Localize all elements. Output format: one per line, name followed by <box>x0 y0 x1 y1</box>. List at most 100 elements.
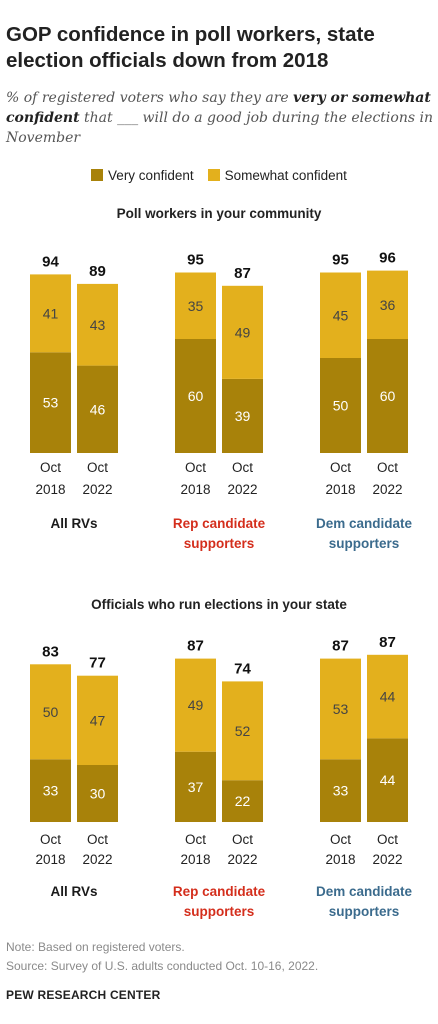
x-tick-label-year: 2018 <box>325 852 355 867</box>
value-label-very: 39 <box>235 408 251 424</box>
x-tick-label-month: Oct <box>87 460 108 475</box>
value-label-somewhat: 52 <box>235 723 251 739</box>
total-label: 87 <box>187 638 204 655</box>
bar-very-segment <box>222 780 263 822</box>
x-tick-label-month: Oct <box>40 460 61 475</box>
bar-somewhat-segment <box>367 270 408 339</box>
group-label: All RVs <box>50 884 97 899</box>
x-tick-label-month: Oct <box>40 832 61 847</box>
bar-very-segment <box>30 759 71 822</box>
x-tick-label-year: 2022 <box>227 852 257 867</box>
group-label: supporters <box>329 536 400 551</box>
x-tick-label-month: Oct <box>330 460 351 475</box>
x-tick-label-year: 2022 <box>227 482 257 497</box>
value-label-very: 30 <box>90 786 106 802</box>
x-tick-label-year: 2022 <box>372 852 402 867</box>
x-tick-label-year: 2022 <box>82 482 112 497</box>
value-label-somewhat: 53 <box>333 701 349 717</box>
x-tick-label-year: 2018 <box>35 852 65 867</box>
total-label: 96 <box>379 250 396 267</box>
footnote: Note: Based on registered voters. <box>6 940 185 954</box>
x-tick-label-month: Oct <box>377 460 398 475</box>
value-label-somewhat: 35 <box>188 298 204 314</box>
bar-somewhat-segment <box>367 654 408 739</box>
bar-somewhat-segment <box>222 681 263 781</box>
value-label-somewhat: 43 <box>90 317 106 333</box>
bar-very-segment <box>175 751 216 822</box>
legend-swatch-very <box>91 169 104 181</box>
total-label: 89 <box>89 263 106 280</box>
x-tick-label-year: 2022 <box>82 852 112 867</box>
source-note: Source: Survey of U.S. adults conducted … <box>6 959 319 973</box>
group-label: Rep candidate <box>173 516 266 531</box>
bar-somewhat-segment <box>30 664 71 760</box>
bar-very-segment <box>30 352 71 453</box>
value-label-somewhat: 47 <box>90 712 106 728</box>
x-tick-label-month: Oct <box>185 832 206 847</box>
value-label-very: 44 <box>380 772 396 788</box>
subtitle-part-2: that ___ will do a good job during the e… <box>6 110 433 146</box>
x-tick-label-month: Oct <box>377 832 398 847</box>
credit: PEW RESEARCH CENTER <box>6 988 161 1002</box>
x-tick-label-year: 2018 <box>35 482 65 497</box>
x-tick-label-month: Oct <box>330 832 351 847</box>
value-label-very: 33 <box>333 783 349 799</box>
value-label-very: 33 <box>43 783 59 799</box>
value-label-somewhat: 36 <box>380 297 396 313</box>
subtitle-emphasis: very or somewhat confident <box>6 90 431 126</box>
total-label: 83 <box>42 643 59 660</box>
x-tick-label-year: 2018 <box>180 482 210 497</box>
legend-label-somewhat: Somewhat confident <box>224 167 347 183</box>
total-label: 94 <box>42 253 59 270</box>
x-tick-label-month: Oct <box>87 832 108 847</box>
group-label: Rep candidate <box>173 884 266 899</box>
x-tick-label-month: Oct <box>185 460 206 475</box>
group-label: Dem candidate <box>316 516 413 531</box>
group-label: supporters <box>184 536 255 551</box>
total-label: 95 <box>332 252 349 269</box>
chart-title: GOP confidence in poll workers, state el… <box>6 23 375 72</box>
value-label-very: 37 <box>188 779 204 795</box>
bar-very-segment <box>77 765 118 822</box>
bar-somewhat-segment <box>222 285 263 379</box>
value-label-somewhat: 50 <box>43 704 59 720</box>
group-label: Dem candidate <box>316 884 413 899</box>
group-label: supporters <box>329 904 400 919</box>
value-label-very: 60 <box>380 388 396 404</box>
bar-very-segment <box>367 738 408 822</box>
value-label-somewhat: 45 <box>333 307 349 323</box>
total-label: 87 <box>332 638 349 655</box>
chart-subtitle: % of registered voters who say they are … <box>6 88 434 148</box>
bar-somewhat-segment <box>77 283 118 366</box>
group-label: All RVs <box>50 516 97 531</box>
legend: Very confident Somewhat confident <box>0 165 438 185</box>
group-label: supporters <box>184 904 255 919</box>
value-label-very: 22 <box>235 793 251 809</box>
value-label-somewhat: 41 <box>43 305 59 321</box>
bar-somewhat-segment <box>175 658 216 752</box>
panel-title: Officials who run elections in your stat… <box>91 597 347 612</box>
bar-somewhat-segment <box>175 272 216 339</box>
total-label: 74 <box>234 660 251 677</box>
value-label-somewhat: 44 <box>380 689 396 705</box>
subtitle-part-1: % of registered voters who say they are <box>6 90 294 106</box>
bar-somewhat-segment <box>30 274 71 353</box>
x-tick-label-year: 2018 <box>180 852 210 867</box>
bar-very-segment <box>77 365 118 453</box>
x-tick-label-month: Oct <box>232 832 253 847</box>
total-label: 87 <box>234 265 251 282</box>
total-label: 87 <box>379 634 396 651</box>
stacked-bar-charts: Poll workers in your community 53 41 94 Oct 2… <box>30 206 413 919</box>
legend-swatch-somewhat <box>207 169 220 181</box>
bar-very-segment <box>320 759 361 822</box>
value-label-somewhat: 49 <box>188 697 204 713</box>
total-label: 95 <box>187 252 204 269</box>
bar-very-segment <box>320 358 361 453</box>
value-label-very: 50 <box>333 398 349 414</box>
bar-somewhat-segment <box>320 658 361 760</box>
legend-item-somewhat: Somewhat confident <box>207 167 347 183</box>
x-tick-label-year: 2022 <box>372 482 402 497</box>
bar-very-segment <box>175 339 216 453</box>
total-label: 77 <box>89 655 106 672</box>
value-label-very: 53 <box>43 395 59 411</box>
